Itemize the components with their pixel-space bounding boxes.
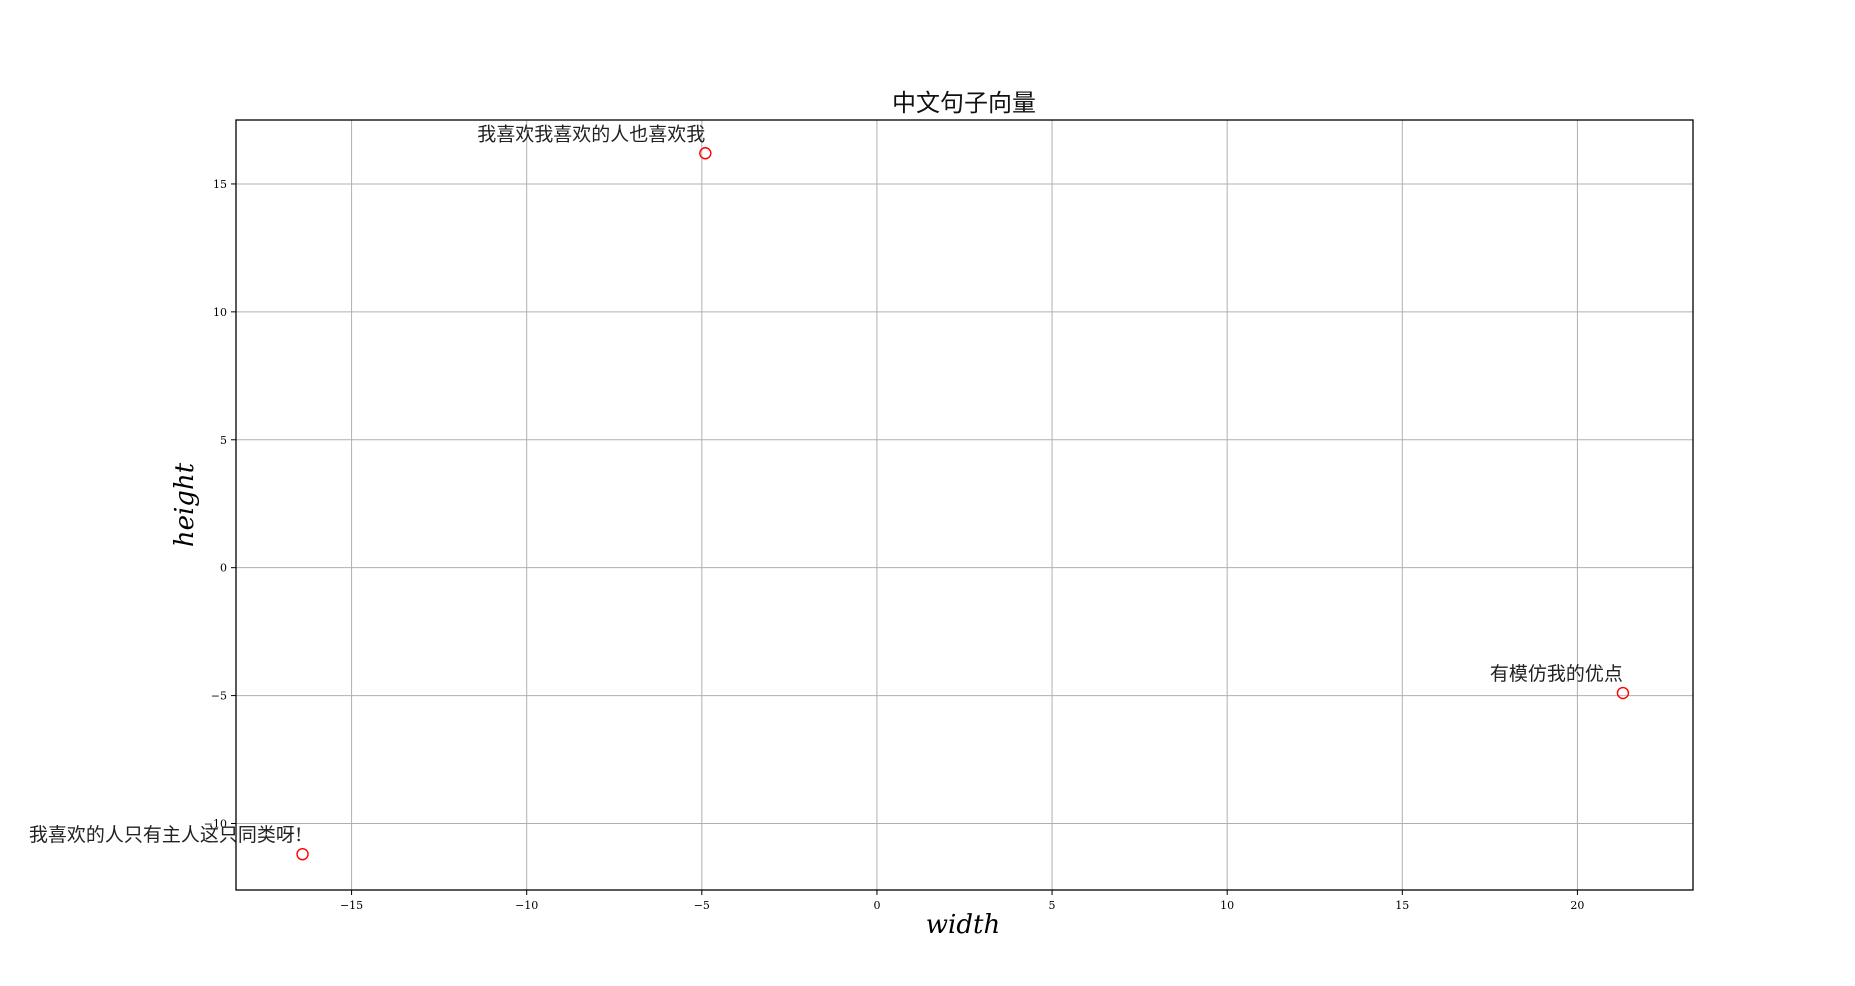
data-point-marker — [296, 847, 309, 861]
y-tick-label: −10 — [204, 817, 227, 830]
x-tick-label: 15 — [1395, 899, 1409, 912]
x-tick-label: −15 — [340, 899, 363, 912]
y-tick-label: 15 — [213, 178, 227, 191]
data-point-marker — [1616, 686, 1630, 700]
x-tick-label: 20 — [1570, 899, 1584, 912]
data-point-marker — [699, 147, 712, 160]
data-point-label: 有模仿我的优点 — [1490, 663, 1623, 685]
chart-title: 中文句子向量 — [892, 89, 1036, 117]
axis-ticks: −15 −10 −5 0 5 10 15 20 −10 −5 0 5 10 15 — [204, 178, 1585, 912]
y-tick-label: 10 — [213, 306, 227, 319]
x-tick-label: −5 — [694, 899, 710, 912]
grid-lines — [236, 120, 1693, 890]
data-point-label: 我喜欢我喜欢的人也喜欢我 — [477, 123, 705, 145]
y-tick-label: 0 — [220, 562, 227, 575]
x-tick-label: 0 — [873, 899, 880, 912]
x-tick-label: −10 — [515, 899, 538, 912]
y-axis-label: height — [170, 462, 200, 547]
y-tick-label: −5 — [211, 690, 227, 703]
x-tick-label: 10 — [1220, 899, 1234, 912]
plot-frame — [235, 119, 1694, 891]
x-axis-label: width — [926, 910, 1000, 940]
y-tick-label: 5 — [220, 434, 227, 447]
data-point-label: 我喜欢的人只有主人这只同类呀! — [29, 824, 303, 846]
x-tick-label: 5 — [1049, 899, 1056, 912]
